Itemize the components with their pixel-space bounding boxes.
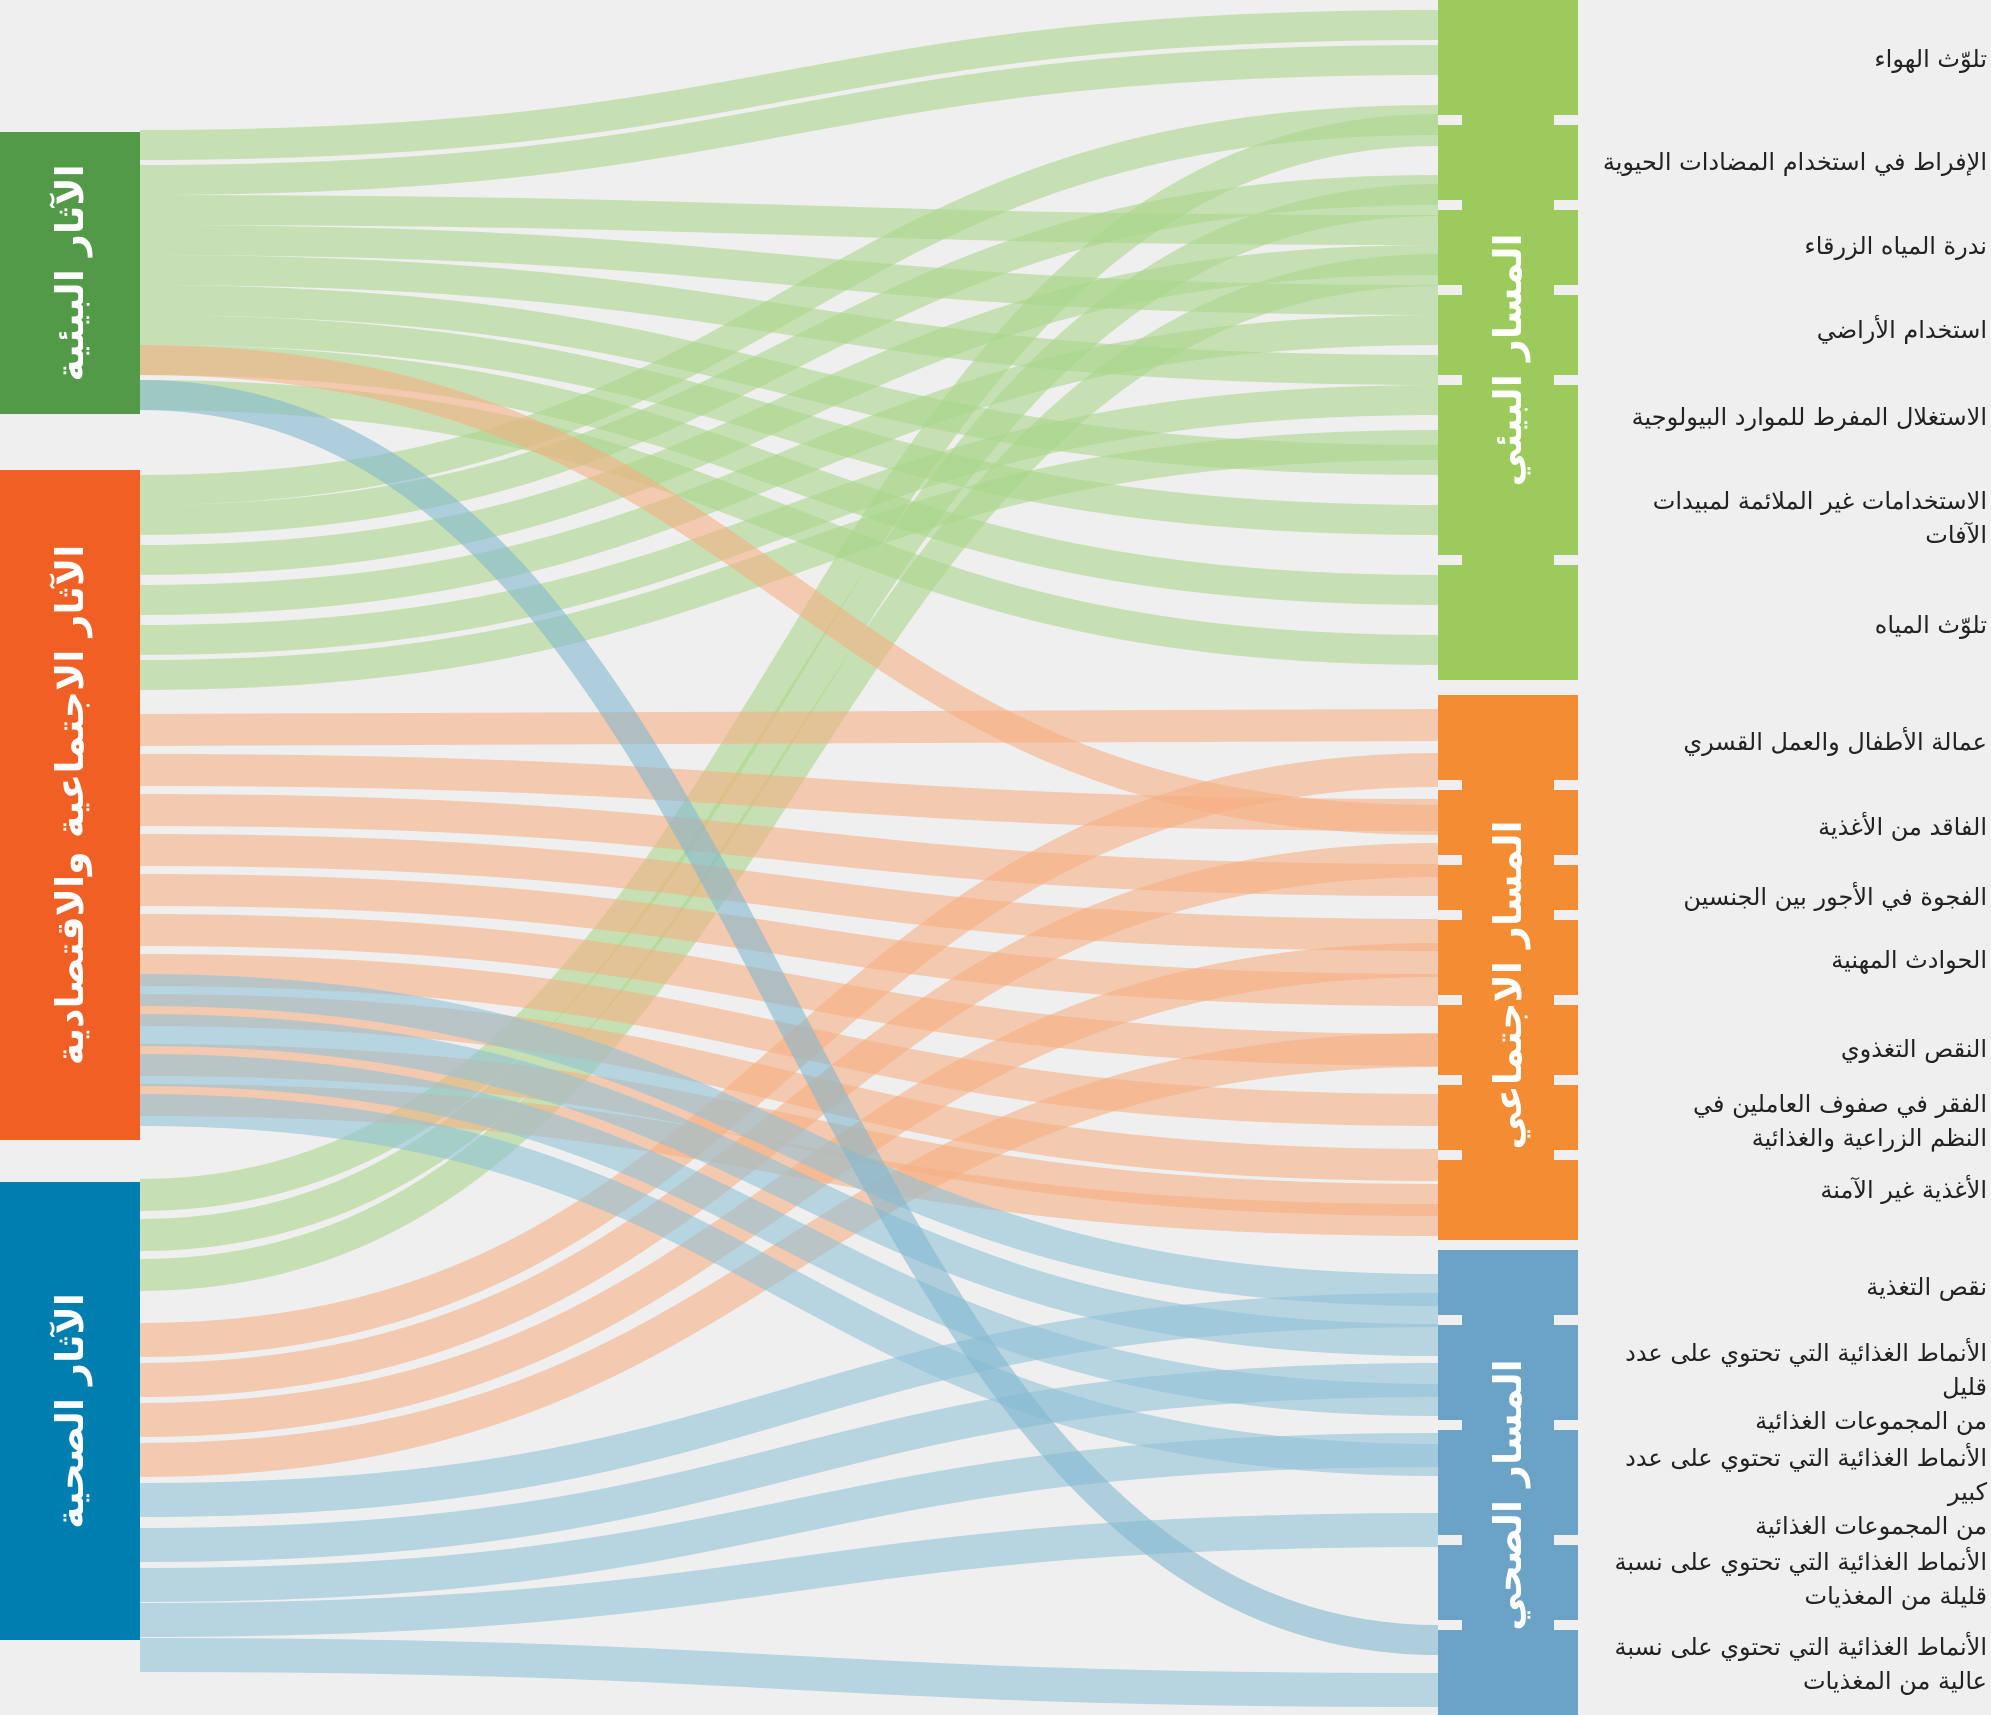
outcome-label-pesticides: الاستخدامات غير الملائمة لمبيدات الآفات — [1652, 487, 1987, 549]
path-notch — [1438, 1535, 1462, 1545]
path-notch — [1554, 1315, 1578, 1325]
flow-soc-to-soc-3 — [139, 834, 1439, 951]
outcome-label-bio-resources: الاستغلال المفرط للموارد البيولوجية — [1631, 403, 1987, 431]
path-notch — [1438, 115, 1462, 125]
path-notch — [1554, 1620, 1578, 1630]
outcome-label-air-pollution: تلوّث الهواء — [1874, 45, 1987, 73]
flow-soc-to-soc-0 — [139, 709, 1439, 746]
path-notch — [1438, 285, 1462, 295]
path-notch — [1438, 855, 1462, 865]
flow-health-to-soc-3 — [139, 1033, 1439, 1477]
outcome-label-diets-low-nutrients: الأنماط الغذائية التي تحتوي على نسبة قلي… — [1614, 1548, 1987, 1610]
flow-soc-to-soc-9 — [139, 1084, 1439, 1236]
flow-health-to-health-4 — [139, 1638, 1439, 1707]
outcome-label-blue-water: ندرة المياه الزرقاء — [1804, 232, 1987, 260]
path-notch — [1438, 1620, 1462, 1630]
source-bar-environmental — [0, 132, 140, 414]
path-notch — [1438, 555, 1462, 565]
flow-health-to-health-1 — [139, 1363, 1439, 1562]
path-notch — [1554, 285, 1578, 295]
path-notch — [1438, 1315, 1462, 1325]
flow-health-to-health-2 — [139, 1433, 1439, 1602]
outcome-label-gender-wage-gap: الفجوة في الأجور بين الجنسين — [1683, 883, 1987, 911]
flow-soc-to-health-0 — [139, 974, 1439, 1306]
path-notch — [1554, 780, 1578, 790]
path-notch — [1438, 780, 1462, 790]
path-notch — [1438, 375, 1462, 385]
path-notch — [1554, 375, 1578, 385]
path-notch — [1554, 910, 1578, 920]
source-label-health: الآثار الصحية — [48, 1293, 92, 1529]
path-notch — [1438, 995, 1462, 1005]
outcome-label-food-loss: الفاقد من الأغذية — [1818, 813, 1987, 841]
path-notch — [1554, 855, 1578, 865]
flow-health-to-health-3 — [139, 1513, 1439, 1637]
path-notch — [1438, 1420, 1462, 1430]
flow-soc-to-env-4 — [139, 385, 1439, 655]
source-label-environmental: الآثار البيئية — [48, 164, 92, 381]
flow-health-to-env-2 — [139, 254, 1439, 1291]
outcome-label-land-use: استخدام الأراضي — [1816, 316, 1987, 344]
source-bar-social-economic — [0, 470, 140, 1140]
source-bar-health — [0, 1182, 140, 1640]
source-label-social-economic: الآثار الاجتماعية والاقتصادية — [48, 545, 93, 1066]
flow-env-to-env-3 — [139, 225, 1439, 315]
outcome-label-water-pollution: تلوّث المياه — [1874, 611, 1987, 639]
outcome-label-diets-few-groups: الأنماط الغذائية التي تحتوي على عدد قليل… — [1625, 1339, 1987, 1435]
outcome-label-undernutrition: نقص التغذية — [1866, 1273, 1987, 1301]
path-notch — [1554, 1535, 1578, 1545]
path-notch — [1554, 1075, 1578, 1085]
path-notch — [1554, 115, 1578, 125]
outcome-label-diets-many-groups: الأنماط الغذائية التي تحتوي على عدد كبير… — [1625, 1444, 1987, 1540]
path-notch — [1554, 995, 1578, 1005]
outcome-label-unsafe-food: الأغذية غير الآمنة — [1820, 1176, 1987, 1204]
outcome-label-undernourishment: النقص التغذوي — [1840, 1035, 1987, 1063]
outcome-label-occupational-injuries: الحوادث المهنية — [1831, 946, 1987, 974]
path-notch — [1554, 1420, 1578, 1430]
path-bar-notches — [1438, 115, 1578, 1630]
flow-soc-to-health-3 — [139, 1094, 1439, 1476]
path-notch — [1438, 910, 1462, 920]
flow-env-to-env-1 — [139, 45, 1439, 195]
path-notch — [1554, 1150, 1578, 1160]
path-bar-health — [1438, 1250, 1578, 1715]
flow-health-to-soc-1 — [139, 843, 1439, 1397]
path-bar-environmental — [1438, 0, 1578, 680]
flow-env-to-health-0 — [139, 380, 1439, 1655]
outcome-label-diets-high-nutrients: الأنماط الغذائية التي تحتوي على نسبة عال… — [1614, 1633, 1987, 1695]
path-label-health: المسار الصحي — [1486, 1359, 1530, 1630]
flow-env-to-env-0 — [139, 10, 1439, 160]
path-notch — [1438, 1075, 1462, 1085]
flow-env-to-env-2 — [139, 195, 1439, 245]
path-label-social: المسار الاجتماعي — [1486, 820, 1530, 1149]
path-notch — [1438, 1150, 1462, 1160]
outcome-label-worker-poverty: الفقر في صفوف العاملين في النظم الزراعية… — [1693, 1090, 1987, 1152]
sankey-flows — [139, 10, 1439, 1707]
outcome-label-antibiotics: الإفراط في استخدام المضادات الحيوية — [1602, 148, 1987, 176]
flow-soc-to-env-5 — [139, 430, 1439, 690]
flow-health-to-soc-0 — [139, 753, 1439, 1357]
path-label-environmental: المسار البيئي — [1486, 233, 1530, 486]
outcome-label-child-labour: عمالة الأطفال والعمل القسري — [1683, 728, 1987, 756]
path-notch — [1438, 200, 1462, 210]
path-notch — [1554, 555, 1578, 565]
flow-health-to-health-0 — [139, 1293, 1439, 1517]
path-notch — [1554, 200, 1578, 210]
